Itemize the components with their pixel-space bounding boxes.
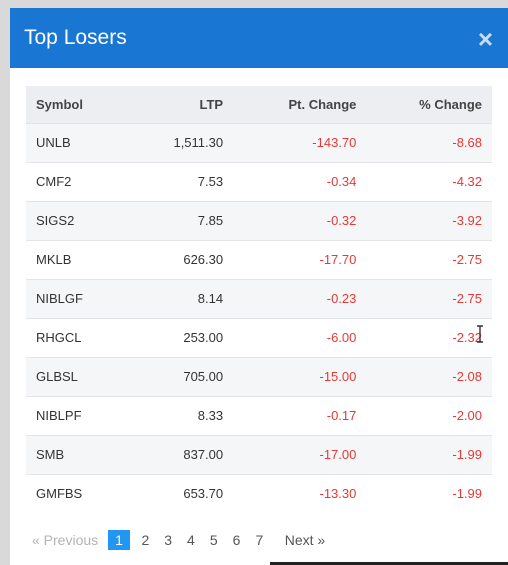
table-body: UNLB 1,511.30 -143.70 -8.68 CMF2 7.53 -0.34 -4.… bbox=[26, 123, 492, 513]
cell-symbol: SIGS2 bbox=[36, 213, 75, 228]
pagination: « Previous 1 2 3 4 5 6 7 Next » bbox=[26, 527, 331, 552]
cell-pct-change: -2.08 bbox=[452, 369, 482, 384]
cell-symbol: NIBLGF bbox=[36, 291, 83, 306]
page-button-4[interactable]: 4 bbox=[187, 531, 195, 548]
cell-pt-change: -0.17 bbox=[326, 408, 357, 423]
top-losers-modal: Top Losers × Symbol LTP Pt. Change % Cha… bbox=[10, 8, 508, 565]
table-row[interactable]: GLBSL 705.00 -15.00 -2.08 bbox=[26, 357, 492, 396]
table-row[interactable]: RHGCL 253.00 -6.00 -2.32 bbox=[26, 318, 492, 357]
losers-table-container: Symbol LTP Pt. Change % Change UNLB 1,511… bbox=[26, 86, 492, 513]
cell-symbol: SMB bbox=[36, 447, 65, 462]
cell-pt-change: -6.00 bbox=[326, 330, 357, 345]
table-row[interactable]: NIBLPF 8.33 -0.17 -2.00 bbox=[26, 396, 492, 435]
column-header-pt-change[interactable]: Pt. Change bbox=[288, 96, 357, 112]
cell-symbol: GLBSL bbox=[36, 369, 78, 384]
cell-ltp: 1,511.30 bbox=[173, 135, 224, 150]
cell-pct-change: -3.92 bbox=[452, 213, 482, 228]
modal-title: Top Losers bbox=[24, 26, 127, 49]
losers-table: Symbol LTP Pt. Change % Change UNLB 1,511… bbox=[26, 86, 492, 513]
cell-pt-change: -143.70 bbox=[312, 135, 357, 150]
cell-pt-change: -17.70 bbox=[319, 252, 357, 267]
cell-ltp: 8.33 bbox=[197, 408, 224, 423]
cell-pct-change: -1.99 bbox=[452, 447, 482, 462]
cell-ltp: 8.14 bbox=[197, 291, 224, 306]
cell-ltp: 7.53 bbox=[197, 174, 224, 189]
table-row[interactable]: SIGS2 7.85 -0.32 -3.92 bbox=[26, 201, 492, 240]
column-header-symbol[interactable]: Symbol bbox=[36, 96, 83, 112]
cell-pt-change: -0.32 bbox=[326, 213, 357, 228]
cell-pt-change: -0.34 bbox=[326, 174, 357, 189]
cell-pct-change: -2.32 bbox=[452, 330, 482, 345]
page-button-5[interactable]: 5 bbox=[209, 531, 218, 548]
table-row[interactable]: CMF2 7.53 -0.34 -4.32 bbox=[26, 162, 492, 201]
page-button-3[interactable]: 3 bbox=[164, 531, 173, 548]
column-header-pct-change[interactable]: % Change bbox=[419, 96, 482, 112]
page-button-6[interactable]: 6 bbox=[232, 531, 241, 548]
cell-ltp: 837.00 bbox=[183, 447, 224, 462]
cell-ltp: 626.30 bbox=[183, 252, 224, 267]
cell-ltp: 653.70 bbox=[183, 486, 224, 502]
background-strip bbox=[270, 562, 508, 565]
table-row[interactable]: NIBLGF 8.14 -0.23 -2.75 bbox=[26, 279, 492, 318]
cell-ltp: 7.85 bbox=[197, 213, 224, 228]
cell-pct-change: -8.68 bbox=[452, 135, 482, 150]
next-page-button[interactable]: Next » bbox=[284, 531, 326, 548]
cell-symbol: RHGCL bbox=[36, 330, 82, 345]
close-button[interactable]: × bbox=[477, 24, 493, 54]
page-button-1[interactable]: 1 bbox=[108, 529, 130, 550]
table-header-row: Symbol LTP Pt. Change % Change bbox=[26, 86, 492, 123]
cell-pct-change: -1.99 bbox=[452, 486, 482, 502]
table-row[interactable]: GMFBS 653.70 -13.30 -1.99 bbox=[26, 474, 492, 513]
text-cursor-icon bbox=[477, 325, 483, 343]
modal-header: Top Losers × bbox=[10, 8, 508, 68]
cell-pct-change: -4.32 bbox=[452, 174, 482, 189]
cell-symbol: MKLB bbox=[36, 252, 72, 267]
cell-pt-change: -13.30 bbox=[319, 486, 357, 502]
column-header-ltp[interactable]: LTP bbox=[199, 96, 224, 112]
page-button-2[interactable]: 2 bbox=[141, 531, 150, 548]
previous-page-button[interactable]: « Previous bbox=[32, 531, 99, 548]
cell-pct-change: -2.75 bbox=[452, 252, 482, 267]
cell-ltp: 253.00 bbox=[183, 330, 224, 345]
table-row[interactable]: SMB 837.00 -17.00 -1.99 bbox=[26, 435, 492, 474]
cell-ltp: 705.00 bbox=[183, 369, 224, 384]
table-row[interactable]: MKLB 626.30 -17.70 -2.75 bbox=[26, 240, 492, 279]
table-row[interactable]: UNLB 1,511.30 -143.70 -8.68 bbox=[26, 123, 492, 162]
cell-symbol: NIBLPF bbox=[36, 408, 82, 423]
page-button-7[interactable]: 7 bbox=[255, 531, 264, 548]
cell-symbol: GMFBS bbox=[36, 486, 83, 502]
cell-pt-change: -0.23 bbox=[326, 291, 357, 306]
cell-pct-change: -2.00 bbox=[452, 408, 482, 423]
cell-pt-change: -15.00 bbox=[319, 369, 357, 384]
cell-pt-change: -17.00 bbox=[319, 447, 357, 462]
cell-pct-change: -2.75 bbox=[452, 291, 482, 306]
cell-symbol: UNLB bbox=[36, 135, 71, 150]
cell-symbol: CMF2 bbox=[36, 174, 72, 189]
